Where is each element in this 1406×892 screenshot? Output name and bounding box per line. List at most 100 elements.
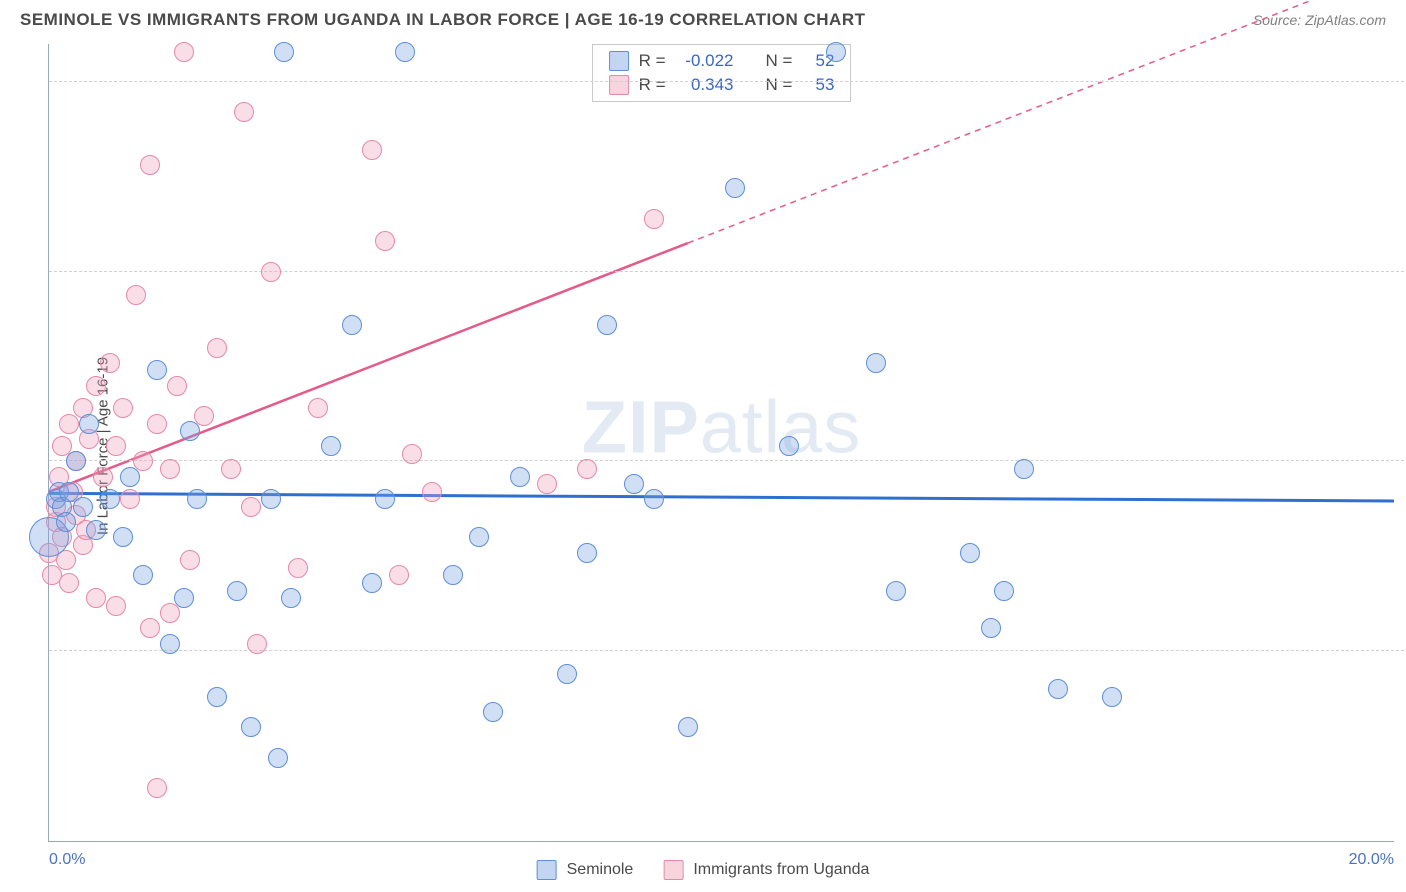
blue-point xyxy=(268,748,288,768)
pink-point xyxy=(207,338,227,358)
pink-point xyxy=(93,467,113,487)
watermark: ZIPatlas xyxy=(582,384,861,469)
blue-point xyxy=(866,353,886,373)
pink-point xyxy=(120,489,140,509)
blue-point xyxy=(100,489,120,509)
pink-point xyxy=(147,778,167,798)
pink-point xyxy=(422,482,442,502)
blue-point xyxy=(120,467,140,487)
blue-point xyxy=(960,543,980,563)
legend-label: Seminole xyxy=(567,861,634,879)
blue-point xyxy=(510,467,530,487)
pink-point xyxy=(106,596,126,616)
blue-point xyxy=(375,489,395,509)
blue-point xyxy=(362,573,382,593)
blue-point xyxy=(79,414,99,434)
blue-point xyxy=(981,618,1001,638)
legend-label: Immigrants from Uganda xyxy=(693,861,869,879)
correlation-box: R =-0.022N =52R =0.343N =53 xyxy=(592,44,852,102)
pink-point xyxy=(389,565,409,585)
blue-point xyxy=(174,588,194,608)
blue-point xyxy=(187,489,207,509)
blue-point xyxy=(483,702,503,722)
pink-point xyxy=(644,209,664,229)
pink-point xyxy=(180,550,200,570)
bottom-legend: Seminole Immigrants from Uganda xyxy=(537,860,870,880)
pink-point xyxy=(288,558,308,578)
blue-point xyxy=(779,436,799,456)
blue-point xyxy=(73,497,93,517)
pink-point xyxy=(106,436,126,456)
x-tick-label: 0.0% xyxy=(49,851,85,869)
pink-point xyxy=(577,459,597,479)
blue-point xyxy=(274,42,294,62)
blue-point xyxy=(1048,679,1068,699)
blue-point xyxy=(577,543,597,563)
blue-point xyxy=(994,581,1014,601)
blue-point xyxy=(624,474,644,494)
blue-point xyxy=(678,717,698,737)
pink-point xyxy=(160,459,180,479)
pink-point xyxy=(147,414,167,434)
blue-point xyxy=(207,687,227,707)
blue-point xyxy=(133,565,153,585)
blue-point xyxy=(395,42,415,62)
pink-point xyxy=(402,444,422,464)
pink-point xyxy=(362,140,382,160)
blue-point xyxy=(644,489,664,509)
gridline-h xyxy=(49,271,1404,272)
blue-point xyxy=(147,360,167,380)
blue-point xyxy=(725,178,745,198)
pink-point xyxy=(247,634,267,654)
blue-point xyxy=(1102,687,1122,707)
source-label: Source: ZipAtlas.com xyxy=(1253,12,1386,28)
pink-point xyxy=(113,398,133,418)
pink-point xyxy=(261,262,281,282)
blue-point xyxy=(886,581,906,601)
pink-point xyxy=(86,588,106,608)
blue-point xyxy=(469,527,489,547)
pink-point xyxy=(537,474,557,494)
pink-point xyxy=(174,42,194,62)
pink-point xyxy=(100,353,120,373)
chart-title: SEMINOLE VS IMMIGRANTS FROM UGANDA IN LA… xyxy=(20,10,865,30)
legend-item: Immigrants from Uganda xyxy=(663,860,869,880)
correlation-row: R =0.343N =53 xyxy=(609,73,835,97)
pink-point xyxy=(308,398,328,418)
blue-swatch-icon xyxy=(537,860,557,880)
x-tick-label: 20.0% xyxy=(1349,851,1394,869)
pink-point xyxy=(221,459,241,479)
legend-item: Seminole xyxy=(537,860,634,880)
pink-point xyxy=(126,285,146,305)
blue-point xyxy=(281,588,301,608)
blue-point xyxy=(86,520,106,540)
blue-point xyxy=(241,717,261,737)
pink-point xyxy=(59,573,79,593)
blue-point xyxy=(1014,459,1034,479)
pink-point xyxy=(140,618,160,638)
gridline-h xyxy=(49,81,1404,82)
chart-header: SEMINOLE VS IMMIGRANTS FROM UGANDA IN LA… xyxy=(0,0,1406,36)
pink-point xyxy=(167,376,187,396)
blue-point xyxy=(342,315,362,335)
blue-point xyxy=(443,565,463,585)
pink-point xyxy=(86,376,106,396)
blue-point xyxy=(261,489,281,509)
blue-swatch-icon xyxy=(609,51,629,71)
blue-point xyxy=(227,581,247,601)
blue-point xyxy=(56,512,76,532)
pink-point xyxy=(375,231,395,251)
blue-point xyxy=(113,527,133,547)
blue-point xyxy=(557,664,577,684)
pink-point xyxy=(140,155,160,175)
blue-point xyxy=(180,421,200,441)
plot-area: ZIPatlas R =-0.022N =52R =0.343N =53 25.… xyxy=(48,44,1394,842)
correlation-row: R =-0.022N =52 xyxy=(609,49,835,73)
pink-point xyxy=(234,102,254,122)
gridline-h xyxy=(49,460,1404,461)
pink-swatch-icon xyxy=(663,860,683,880)
blue-point xyxy=(160,634,180,654)
blue-point xyxy=(826,42,846,62)
blue-point xyxy=(597,315,617,335)
pink-point xyxy=(241,497,261,517)
